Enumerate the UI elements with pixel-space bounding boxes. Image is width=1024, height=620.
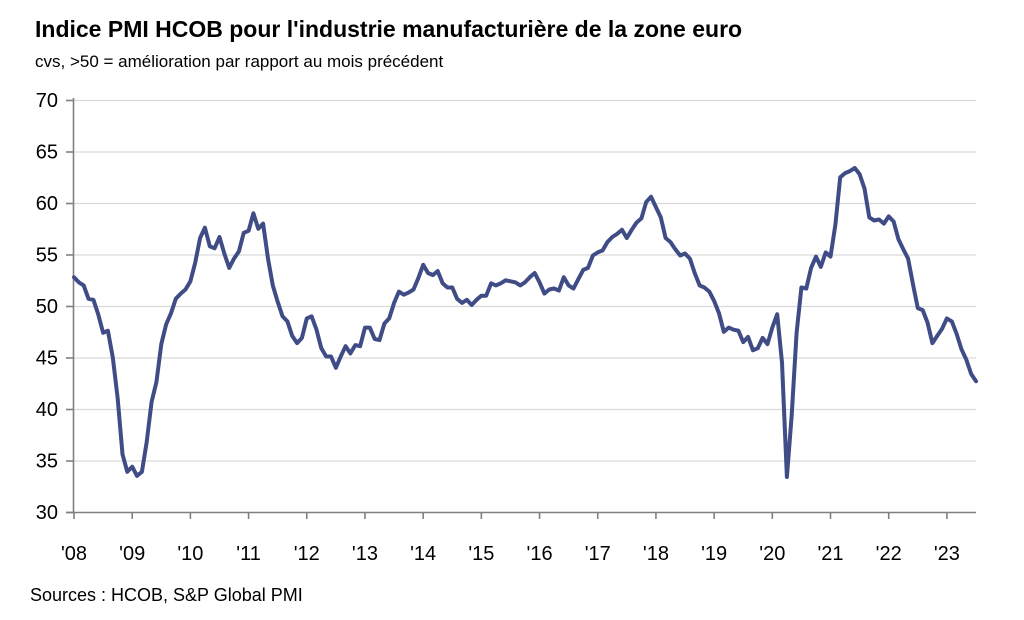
x-tick-label: '22 [876, 543, 902, 565]
x-tick-label: '09 [119, 543, 145, 565]
x-tick-label: '15 [468, 543, 494, 565]
x-tick-label: '14 [410, 543, 436, 565]
pmi-series-line [72, 166, 978, 479]
x-tick-label: '08 [61, 543, 87, 565]
chart-subtitle: cvs, >50 = amélioration par rapport au m… [35, 52, 444, 71]
x-tick-label: '16 [527, 543, 553, 565]
y-tick-label: 50 [36, 296, 58, 318]
y-tick-label: 35 [36, 451, 58, 473]
y-tick-label: 70 [36, 90, 58, 112]
x-tick-label: '12 [294, 543, 320, 565]
y-tick-label: 40 [36, 399, 58, 421]
x-tick-label: '18 [643, 543, 669, 565]
y-tick-label: 30 [36, 502, 58, 524]
y-tick-label: 55 [36, 245, 58, 267]
x-tick-label: '19 [701, 543, 727, 565]
x-tick-label: '20 [759, 543, 785, 565]
y-tick-label: 60 [36, 193, 58, 215]
x-tick-label: '13 [352, 543, 378, 565]
source-note: Sources : HCOB, S&P Global PMI [30, 585, 303, 605]
chart-title: Indice PMI HCOB pour l'industrie manufac… [35, 16, 743, 42]
x-tick-label: '17 [585, 543, 611, 565]
x-tick-label: '11 [236, 543, 261, 565]
x-tick-label: '21 [817, 543, 843, 565]
y-tick-label: 65 [36, 142, 58, 164]
x-tick-label: '10 [177, 543, 203, 565]
x-tick-label: '23 [934, 543, 960, 565]
y-tick-label: 45 [36, 348, 58, 370]
